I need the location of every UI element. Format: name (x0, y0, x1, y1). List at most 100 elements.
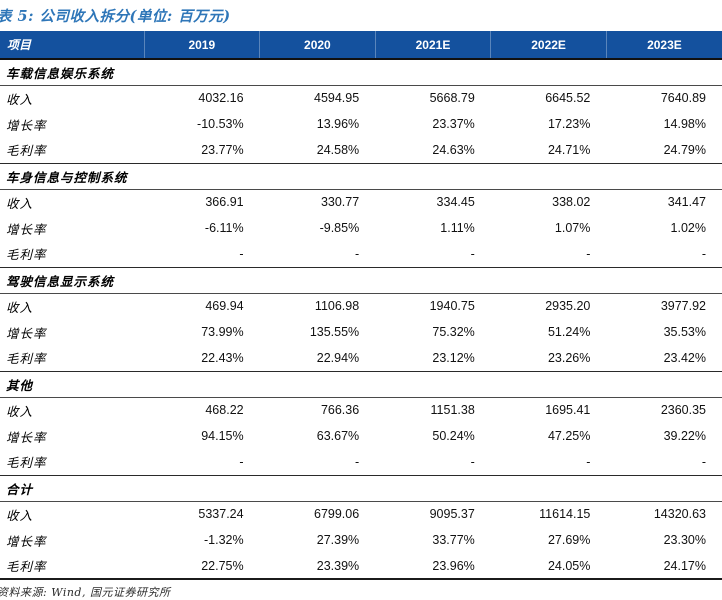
table-row: 增长率 -6.11% -9.85% 1.11% 1.07% 1.02% (0, 215, 722, 241)
table-row: 增长率 94.15% 63.67% 50.24% 47.25% 39.22% (0, 423, 722, 449)
row-label: 收入 (6, 507, 34, 523)
row-label: 收入 (6, 195, 34, 211)
value-cell: 23.96% (432, 558, 475, 573)
source-note: 资料来源: Wind, 国元证券研究所 (0, 586, 171, 599)
value-cell: 1940.75 (429, 299, 475, 314)
value-cell: 14320.63 (653, 507, 706, 522)
value-cell: 75.32% (432, 325, 475, 339)
value-cell: 17.23% (547, 117, 591, 131)
value-cell: -9.85% (319, 221, 360, 235)
row-label: 增长率 (6, 533, 47, 549)
value-cell: - (470, 246, 475, 261)
value-cell: 1.07% (554, 221, 591, 235)
table-row: 增长率 -1.32% 27.39% 33.77% 27.69% 23.30% (0, 527, 722, 553)
value-cell: 24.05% (547, 558, 591, 573)
value-cell: 23.37% (432, 117, 475, 131)
value-cell: 24.58% (316, 142, 360, 157)
value-cell: 27.69% (547, 533, 591, 547)
value-cell: 13.96% (316, 117, 360, 131)
value-cell: 1106.98 (314, 299, 360, 314)
value-cell: 39.22% (663, 429, 706, 443)
table-row: 毛利率 23.77% 24.58% 24.63% 24.71% 24.79% (0, 137, 722, 163)
value-cell: 468.22 (205, 403, 244, 418)
value-cell: 35.53% (663, 325, 706, 339)
value-cell: 4032.16 (198, 91, 244, 106)
row-label: 毛利率 (6, 455, 47, 471)
column-header-2023e: 2023E (605, 31, 722, 60)
value-cell: 23.26% (547, 350, 591, 365)
value-cell: -6.11% (204, 221, 244, 235)
section-name: 车身信息与控制系统 (0, 162, 722, 190)
table-row: 增长率 -10.53% 13.96% 23.37% 17.23% 14.98% (0, 111, 722, 137)
value-cell: 338.02 (552, 195, 591, 210)
value-cell: 27.39% (316, 533, 360, 547)
table-body: 车载信息娱乐系统 收入 4032.16 4594.95 5668.79 6645.52 76… (0, 58, 722, 579)
value-cell: 24.79% (663, 142, 706, 157)
section-header-row: 驾驶信息显示系统 (0, 266, 722, 294)
value-cell: -10.53% (197, 117, 244, 131)
column-header-item: 项目 (0, 31, 144, 60)
value-cell: 330.77 (320, 195, 360, 210)
value-cell: -1.32% (203, 533, 244, 547)
value-cell: 3977.92 (660, 299, 706, 314)
table-row: 收入 468.22 766.36 1151.38 1695.41 2360.35 (0, 397, 722, 423)
table-header-row: 项目 2019 2020 2021E 2022E 2023E (0, 31, 722, 60)
section-header-row: 车载信息娱乐系统 (0, 58, 722, 86)
row-label: 收入 (6, 299, 34, 315)
table-title: 表 5: 公司收入拆分(单位: 百万元) (0, 8, 231, 25)
value-cell: 2360.35 (660, 403, 706, 418)
table-row: 毛利率 - - - - - (0, 449, 722, 475)
value-cell: 22.43% (201, 350, 244, 365)
value-cell: 23.42% (663, 350, 706, 365)
value-cell: 63.67% (316, 429, 360, 443)
table-row: 毛利率 22.75% 23.39% 23.96% 24.05% 24.17% (0, 553, 722, 579)
table-row: 收入 4032.16 4594.95 5668.79 6645.52 7640.89 (0, 85, 722, 111)
value-cell: 9095.37 (429, 507, 475, 522)
value-cell: - (239, 454, 244, 469)
section-name: 驾驶信息显示系统 (0, 266, 722, 294)
column-header-2019: 2019 (143, 31, 260, 60)
value-cell: - (239, 246, 244, 261)
value-cell: - (586, 454, 591, 469)
value-cell: 6799.06 (314, 507, 360, 522)
value-cell: 23.30% (663, 533, 706, 547)
value-cell: 73.99% (201, 325, 244, 339)
row-label: 毛利率 (6, 143, 47, 159)
section-name: 其他 (0, 370, 722, 398)
value-cell: 24.63% (432, 142, 475, 157)
value-cell: 4594.95 (314, 91, 360, 106)
column-header-2022e: 2022E (490, 31, 607, 60)
section-header-row: 车身信息与控制系统 (0, 162, 722, 190)
row-label: 增长率 (6, 429, 47, 445)
value-cell: - (586, 246, 591, 261)
value-cell: 11614.15 (539, 507, 591, 522)
value-cell: - (701, 246, 706, 261)
value-cell: 6645.52 (545, 91, 591, 106)
table-row: 增长率 73.99% 135.55% 75.32% 51.24% 35.53% (0, 319, 722, 345)
table-row: 收入 366.91 330.77 334.45 338.02 341.47 (0, 189, 722, 215)
value-cell: 341.47 (667, 195, 706, 210)
value-cell: 366.91 (205, 195, 244, 210)
value-cell: 23.39% (316, 558, 360, 573)
section-header-row: 合计 (0, 474, 722, 502)
row-label: 增长率 (6, 221, 47, 237)
section-header-row: 其他 (0, 370, 722, 398)
value-cell: 1.11% (440, 221, 475, 235)
row-label: 收入 (6, 403, 34, 419)
value-cell: 24.71% (547, 142, 591, 157)
value-cell: 135.55% (309, 325, 360, 339)
value-cell: 5337.24 (198, 507, 244, 522)
value-cell: 7640.89 (660, 91, 706, 106)
value-cell: - (701, 454, 706, 469)
value-cell: - (355, 454, 360, 469)
value-cell: 22.75% (201, 558, 244, 573)
value-cell: 1151.38 (430, 403, 475, 418)
section-name: 合计 (0, 474, 722, 502)
value-cell: 469.94 (205, 299, 244, 314)
row-label: 毛利率 (6, 247, 47, 263)
value-cell: 33.77% (432, 533, 475, 547)
table-row: 收入 469.94 1106.98 1940.75 2935.20 3977.92 (0, 293, 722, 319)
value-cell: 334.45 (436, 195, 475, 210)
column-header-2020: 2020 (259, 31, 376, 60)
